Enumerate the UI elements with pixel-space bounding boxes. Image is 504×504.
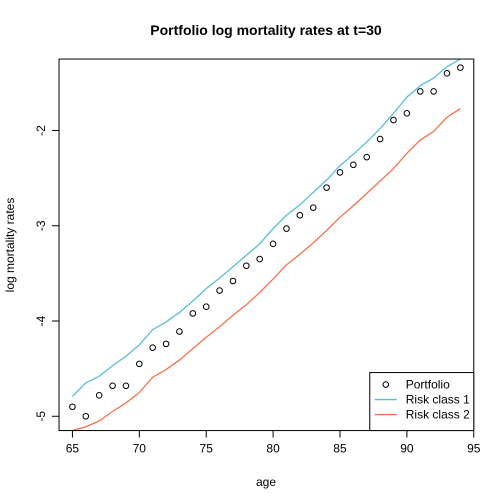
series-group (69, 59, 464, 431)
data-point (82, 412, 90, 420)
legend-label-risk-class-2: Risk class 2 (406, 408, 470, 422)
data-point (95, 392, 103, 399)
y-tick-label: -4 (34, 315, 48, 326)
y-tick-label: -3 (34, 220, 48, 231)
data-point (256, 255, 264, 263)
x-tick-label: 75 (200, 442, 214, 456)
plot-area-frame (58, 58, 475, 432)
data-point (216, 287, 223, 294)
data-point (189, 310, 197, 317)
data-point (336, 169, 344, 176)
data-point (457, 64, 464, 71)
data-point (122, 382, 130, 390)
y-axis-label: log mortality rates (3, 198, 17, 293)
data-point (403, 110, 411, 117)
data-point (350, 161, 357, 169)
data-point (323, 184, 330, 191)
chart-title: Portfolio log mortality rates at t=30 (150, 22, 382, 38)
data-point (202, 303, 210, 311)
data-point (283, 225, 290, 232)
data-point (416, 88, 424, 95)
legend-label-portfolio: Portfolio (406, 378, 450, 392)
x-tick-label: 95 (467, 442, 481, 456)
legend-label-risk-class-1: Risk class 1 (406, 393, 470, 407)
data-point (176, 328, 183, 335)
data-point (443, 70, 451, 77)
x-tick-label: 65 (66, 442, 80, 456)
data-point (109, 382, 116, 390)
x-axis-label: age (256, 475, 276, 489)
data-point (390, 116, 397, 124)
x-tick-label: 70 (133, 442, 147, 456)
data-point (296, 211, 304, 219)
data-point (229, 277, 237, 285)
y-tick-label: -5 (34, 411, 48, 422)
data-point (430, 88, 437, 95)
data-point (243, 262, 250, 270)
data-point (162, 340, 170, 348)
x-tick-label: 90 (400, 442, 414, 456)
series-line-risk-class-1 (71, 59, 461, 397)
y-tick-label: -2 (34, 125, 48, 136)
data-point (69, 403, 76, 411)
data-point (269, 240, 277, 248)
legend-marker-portfolio (382, 381, 390, 388)
data-point (363, 153, 371, 161)
data-point (149, 344, 156, 351)
x-tick-label: 85 (333, 442, 347, 456)
data-point (309, 204, 317, 211)
series-line-risk-class-2 (72, 108, 461, 431)
data-point (376, 135, 384, 143)
x-tick-label: 80 (266, 442, 280, 456)
data-point (136, 360, 143, 368)
